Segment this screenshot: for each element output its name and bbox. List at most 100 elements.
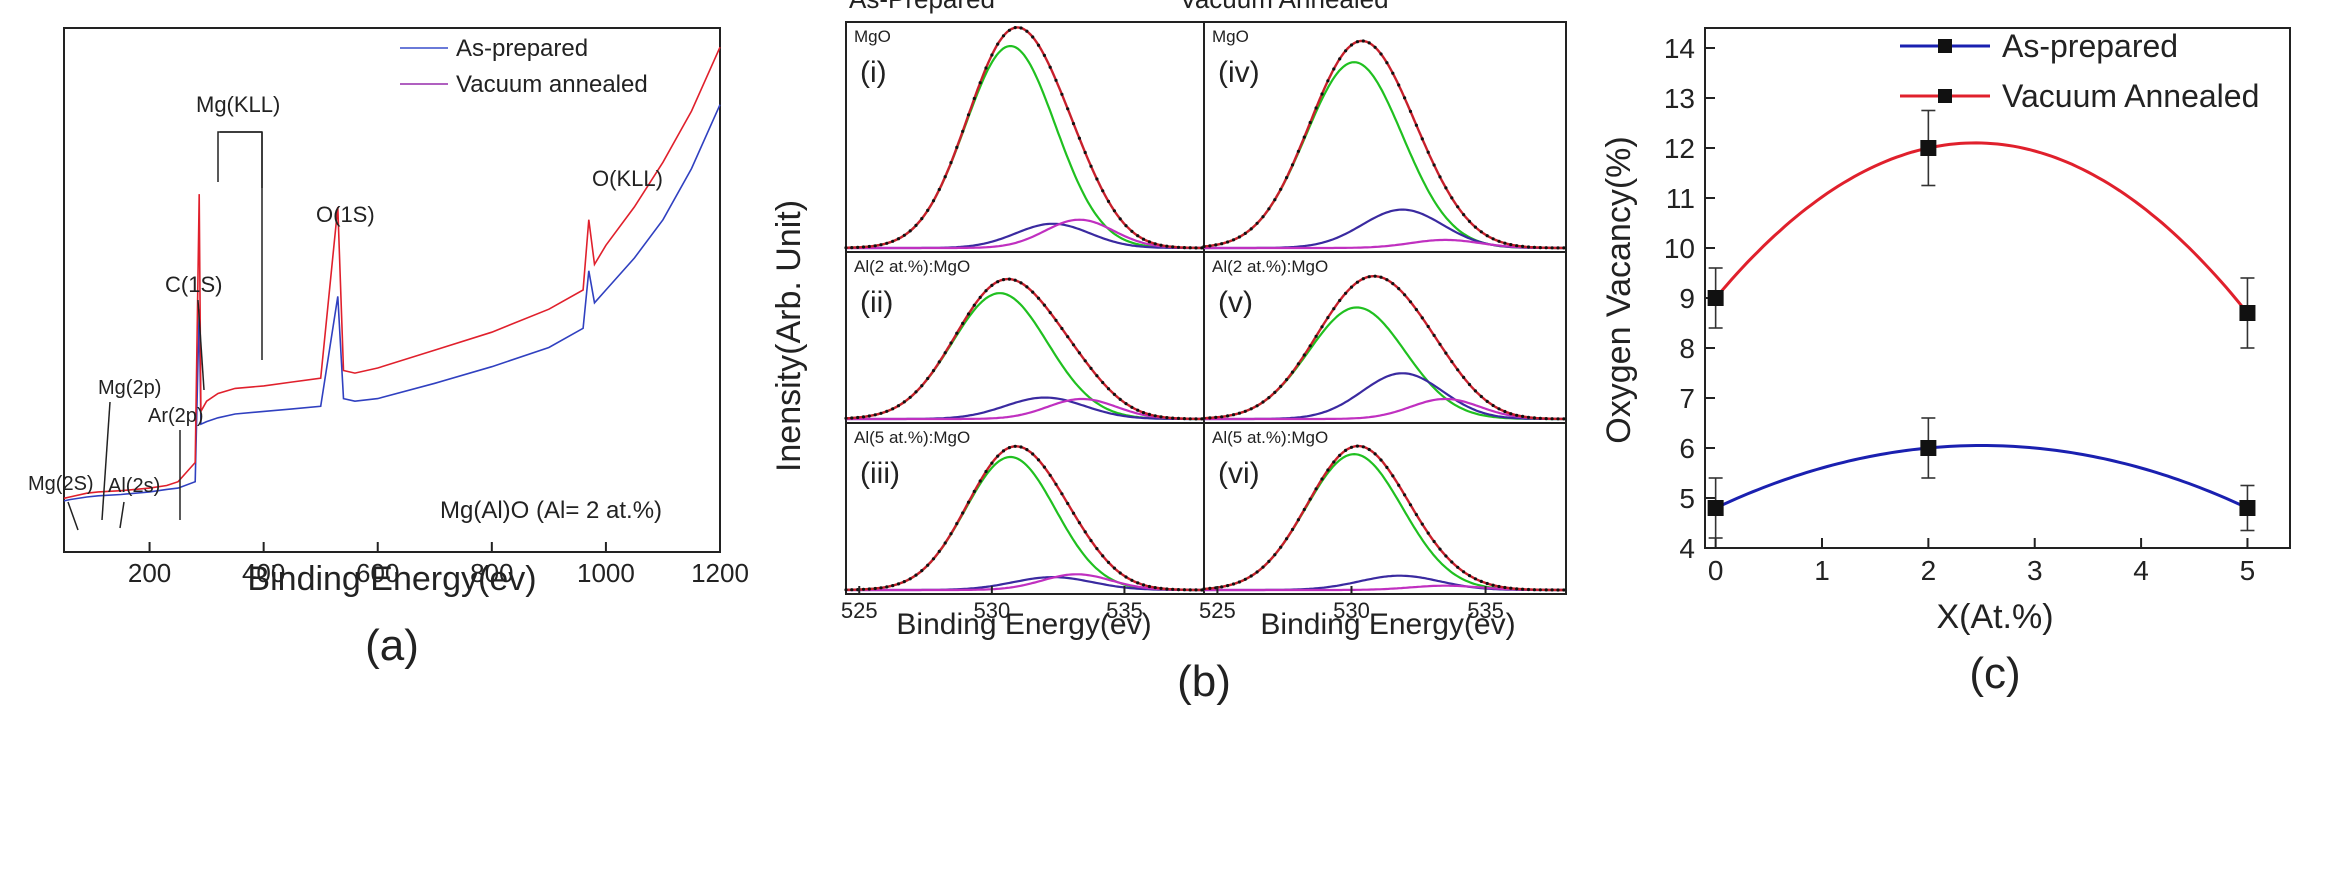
panel-b-data-point [1083, 359, 1087, 363]
panel-b-data-point [1124, 575, 1128, 579]
panel-b-data-point [1515, 244, 1519, 248]
panel-b-data-point [1208, 244, 1212, 248]
panel-b-data-point [920, 384, 924, 388]
panel-b-data-point [1101, 554, 1105, 558]
panel-b-data-point [1538, 246, 1542, 250]
panel-b-data-point [1314, 487, 1318, 491]
annotation-o-1s: O(1S) [316, 202, 375, 227]
panel-b-data-point [1182, 246, 1186, 250]
panel-b-data-point [1202, 244, 1206, 249]
panel-b-data-point [1036, 296, 1041, 300]
panel-b-sample-label: Al(2 at.%):MgO [854, 257, 970, 276]
panel-b-data-point [949, 341, 953, 345]
panel-b-data-point [996, 280, 1000, 284]
panel-b-data-point [949, 532, 953, 536]
panel-b-data-point [1509, 243, 1513, 247]
panel-b-data-point [1019, 445, 1023, 449]
panel-c-series-as-prepared [1714, 444, 2249, 510]
panel-b-data-point [1025, 285, 1029, 289]
panel-b-data-point [1118, 217, 1122, 221]
panel-b-data-point [1237, 411, 1241, 415]
panel-b-data-point [1136, 234, 1140, 238]
panel-a-annotations: Mg(2S) Al(2s) Mg(2p) Ar(2p) C(1S) Mg(KLL… [28, 92, 663, 524]
panel-b-data-point [891, 407, 895, 411]
mg-2s-arrow [67, 501, 79, 531]
panel-b-data-point [1019, 281, 1023, 285]
panel-b-data-point [1101, 380, 1105, 385]
panel-b-data-point [1220, 585, 1224, 589]
panel-b-data-point [1344, 448, 1348, 452]
panel-b-data-point [1462, 570, 1466, 574]
panel-a-series [63, 46, 721, 502]
panel-b-data-point [920, 569, 924, 573]
panel-b-data-point [902, 400, 906, 404]
panel-b-data-point [1042, 465, 1046, 469]
panel-b-data-point [1544, 246, 1548, 250]
panel-c-point-as-prepared [1707, 500, 1724, 516]
panel-b-x-tick-label: 535 [1467, 598, 1504, 623]
panel-b-data-point [1279, 384, 1283, 388]
panel-b-data-point [978, 295, 982, 299]
panel-b-data-point [1013, 444, 1017, 448]
panel-b-data-point [873, 586, 877, 591]
panel-b-data-point [1426, 531, 1430, 535]
panel-b-data-point [1261, 400, 1265, 404]
mg-2p-leader [101, 401, 111, 521]
panel-b-data-point [861, 587, 866, 591]
panel-b-data-point [1141, 411, 1146, 415]
panel-b-data-point [1165, 416, 1169, 420]
panel-b-data-point [1261, 215, 1265, 219]
panel-b-data-point [1544, 588, 1548, 592]
panel-b-sample-label: Al(5 at.%):MgO [1212, 428, 1328, 447]
panel-b-data-point [1320, 92, 1324, 96]
panel-c-frame [1704, 27, 2291, 549]
panel-b-data-point [966, 113, 971, 117]
panel-b-data-point [1355, 444, 1359, 448]
panel-b-data-point [885, 409, 889, 413]
panel-b-data-point [966, 500, 971, 504]
panel-b-data-point [1544, 417, 1548, 421]
panel-b-data-point [961, 321, 965, 325]
panel-b-data-point [1391, 474, 1395, 478]
panel-b-data-point [1101, 189, 1105, 193]
panel-b-data-point [1273, 553, 1277, 557]
annotation-mg-kll: Mg(KLL) [196, 92, 280, 117]
panel-c-y-tick-label: 9 [1679, 283, 1695, 314]
panel-b-data-point [1444, 186, 1448, 190]
panel-b-data-point [1497, 584, 1501, 589]
panel-b-data-point [1147, 240, 1151, 244]
panel-b-data-point [1054, 482, 1058, 486]
panel-b-data-point [1556, 246, 1560, 250]
panel-b-data-point [1194, 417, 1198, 421]
panel-b-data-point [1255, 221, 1259, 225]
panel-b-data-point [1112, 566, 1116, 570]
panel-b-data-point [1332, 307, 1336, 311]
panel-c-y-tick-label: 5 [1679, 483, 1695, 514]
panel-b-data-point [1042, 303, 1046, 307]
panel-b-data-point [1220, 242, 1224, 246]
panel-b-data-point [1001, 449, 1006, 453]
panel-c-x-title: X(At.%) [1936, 598, 2053, 636]
panel-b-data-point [1509, 586, 1513, 590]
panel-b-data-point [1048, 65, 1052, 69]
panel-b-data-point [926, 563, 930, 567]
panel-b-data-point [879, 411, 883, 415]
panel-b-data-point [1308, 120, 1312, 125]
panel-b-data-point [1141, 237, 1146, 241]
panel-b-data-point [1007, 277, 1012, 281]
panel-b-data-point [1456, 565, 1460, 569]
panel-b-data-point [1462, 375, 1466, 379]
panel-b-data-point [1467, 574, 1472, 578]
panel-b-x-title-left: Binding Energy(ev) [896, 608, 1151, 641]
panel-a-series-as-prepared [63, 104, 721, 502]
panel-b-data-point [972, 489, 976, 493]
panel-c-point-as-prepared [1920, 440, 1937, 456]
panel-c-x-tick-label: 1 [1814, 555, 1830, 586]
panel-b-data-point [1165, 244, 1169, 248]
panel-b-data-point [885, 241, 889, 245]
panel-b-fit-component [1204, 238, 1565, 250]
panel-b-data-point [1326, 79, 1330, 83]
panel-b-data-point [1403, 96, 1407, 100]
